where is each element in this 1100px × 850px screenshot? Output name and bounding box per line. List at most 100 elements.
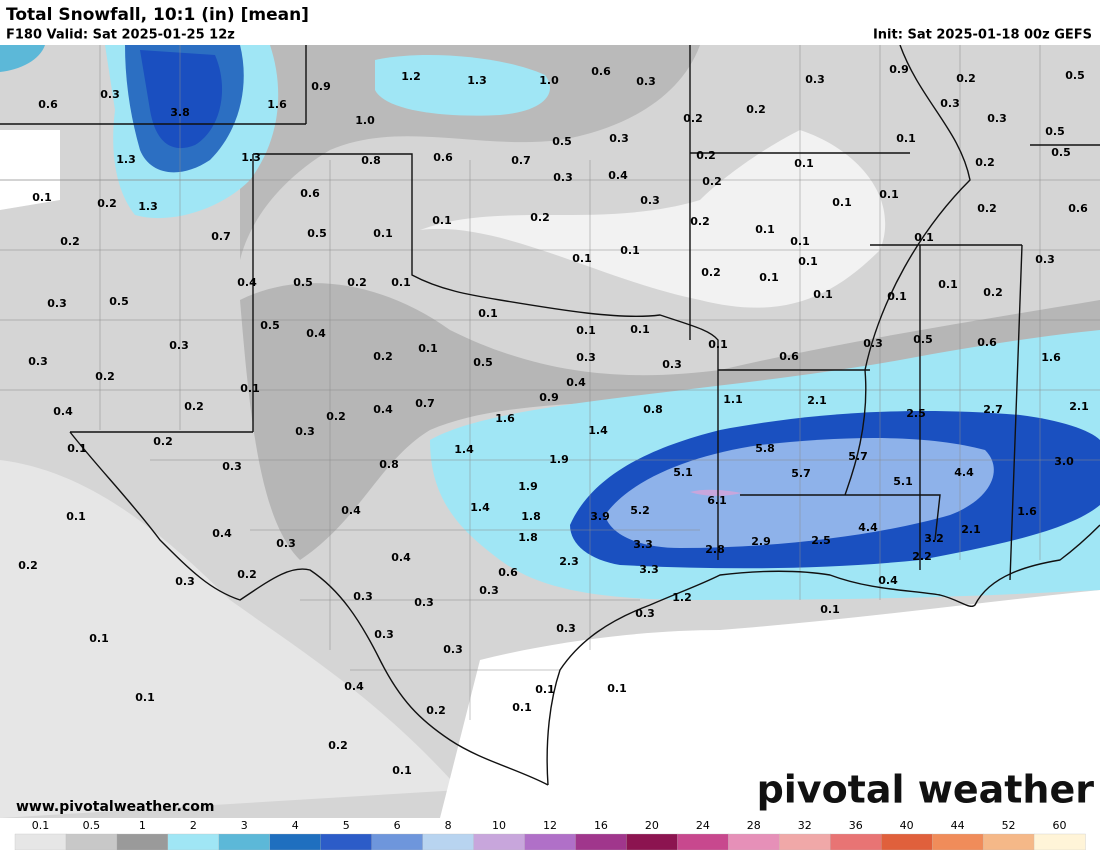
- snowfall-label: 5.1: [893, 475, 913, 488]
- snowfall-label: 0.4: [373, 403, 393, 416]
- snowfall-label: 0.5: [109, 295, 129, 308]
- snowfall-label: 0.7: [415, 397, 435, 410]
- snowfall-label: 1.4: [470, 501, 490, 514]
- snowfall-label: 0.1: [813, 288, 833, 301]
- snowfall-label: 0.3: [28, 355, 48, 368]
- snowfall-label: 1.3: [138, 200, 158, 213]
- snowfall-label: 0.5: [1045, 125, 1065, 138]
- snowfall-label: 2.8: [705, 543, 725, 556]
- snowfall-label: 1.3: [116, 153, 136, 166]
- logo: pivotal weather: [757, 768, 1095, 812]
- snowfall-label: 0.9: [311, 80, 331, 93]
- snowfall-label: 0.2: [95, 370, 115, 383]
- snowfall-label: 0.8: [643, 403, 663, 416]
- snowfall-label: 0.3: [635, 607, 655, 620]
- legend-swatch: [626, 833, 679, 850]
- snowfall-label: 0.6: [300, 187, 320, 200]
- state-border: [0, 44, 1100, 581]
- snowfall-label: 1.0: [539, 74, 559, 87]
- legend-swatch: [218, 833, 271, 850]
- snowfall-label: 0.1: [832, 196, 852, 209]
- snowfall-label: 0.4: [878, 574, 898, 587]
- snowfall-label: 0.4: [566, 376, 586, 389]
- snowfall-label: 5.7: [848, 450, 868, 463]
- snowfall-label: 4.4: [858, 521, 878, 534]
- legend-swatch: [677, 833, 729, 850]
- snowfall-label: 0.6: [977, 336, 997, 349]
- snowfall-label: 0.4: [212, 527, 232, 540]
- cyan-blob: [375, 55, 550, 116]
- snowfall-label: 0.3: [940, 97, 960, 110]
- snowfall-label: 0.3: [987, 112, 1007, 125]
- snowfall-label: 0.9: [539, 391, 559, 404]
- snowfall-label: 0.1: [759, 271, 779, 284]
- legend-swatch: [320, 833, 373, 850]
- legend-tick-label: 12: [543, 819, 557, 832]
- snowfall-label: 3.3: [639, 563, 659, 576]
- gray-field: [240, 45, 700, 260]
- snowfall-label: 0.3: [295, 425, 315, 438]
- snowfall-label: 0.2: [975, 156, 995, 169]
- snowfall-label: 2.1: [1069, 400, 1089, 413]
- legend-swatch: [371, 833, 424, 850]
- snowfall-label: 0.2: [977, 202, 997, 215]
- snowfall-label: 0.3: [169, 339, 189, 352]
- snowfall-label: 2.5: [811, 534, 831, 547]
- snowfall-label: 0.3: [175, 575, 195, 588]
- snowfall-label: 0.5: [293, 276, 313, 289]
- snowfall-label: 3.8: [170, 106, 190, 119]
- snowfall-label: 0.2: [746, 103, 766, 116]
- county-line: [0, 45, 1100, 720]
- legend-tick-label: 6: [394, 819, 401, 832]
- legend-tick-label: 28: [747, 819, 761, 832]
- snowfall-label: 0.7: [211, 230, 231, 243]
- snowfall-label: 0.2: [328, 739, 348, 752]
- snowfall-label: 0.2: [60, 235, 80, 248]
- snowfall-label: 0.3: [1035, 253, 1055, 266]
- snowfall-label: 0.4: [237, 276, 257, 289]
- snowfall-label: 0.2: [690, 215, 710, 228]
- snowfall-label: 0.1: [896, 132, 916, 145]
- snowfall-label: 0.9: [889, 63, 909, 76]
- snowfall-label: 0.3: [576, 351, 596, 364]
- cyan-blob: [0, 45, 45, 72]
- legend-tick-label: 32: [798, 819, 812, 832]
- snowfall-label: 0.1: [432, 214, 452, 227]
- rio-grande: [69, 431, 549, 786]
- snowfall-label: 1.9: [549, 453, 569, 466]
- legend-swatch: [524, 833, 577, 850]
- snowfall-label: 2.1: [807, 394, 827, 407]
- legend-tick-label: 36: [849, 819, 863, 832]
- legend-tick-label: 5: [343, 819, 350, 832]
- snowfall-label: 2.5: [906, 407, 926, 420]
- snowfall-label: 1.4: [454, 443, 474, 456]
- snowfall-label: 0.3: [47, 297, 67, 310]
- snowfall-label: 0.1: [607, 682, 627, 695]
- valid-time: F180 Valid: Sat 2025-01-25 12z: [6, 28, 235, 43]
- snowfall-label: 0.1: [879, 188, 899, 201]
- snowfall-label: 1.4: [588, 424, 608, 437]
- snowfall-label: 1.6: [1017, 505, 1037, 518]
- legend-tick-label: 40: [900, 819, 914, 832]
- snowfall-label: 0.8: [361, 154, 381, 167]
- snowfall-label: 0.1: [240, 382, 260, 395]
- legend-swatch: [65, 833, 118, 850]
- snowfall-label: 0.3: [556, 622, 576, 635]
- snowfall-label: 0.2: [153, 435, 173, 448]
- white-field: [440, 590, 1100, 818]
- snowfall-label: 0.5: [913, 333, 933, 346]
- snowfall-label: 1.2: [672, 591, 692, 604]
- snowfall-label: 5.7: [791, 467, 811, 480]
- snowfall-label: 0.2: [237, 568, 257, 581]
- snowfall-label: 5.8: [755, 442, 775, 455]
- snowfall-label: 1.1: [723, 393, 743, 406]
- snowfall-label: 0.1: [630, 323, 650, 336]
- legend-tick-label: 60: [1053, 819, 1067, 832]
- snowfall-label: 0.1: [67, 442, 87, 455]
- snowfall-label: 0.2: [701, 266, 721, 279]
- snowfall-label: 0.1: [798, 255, 818, 268]
- snowfall-label: 3.3: [633, 538, 653, 551]
- legend-swatch: [1033, 833, 1086, 850]
- snowfall-label: 5.1: [673, 466, 693, 479]
- snowfall-label: 1.6: [495, 412, 515, 425]
